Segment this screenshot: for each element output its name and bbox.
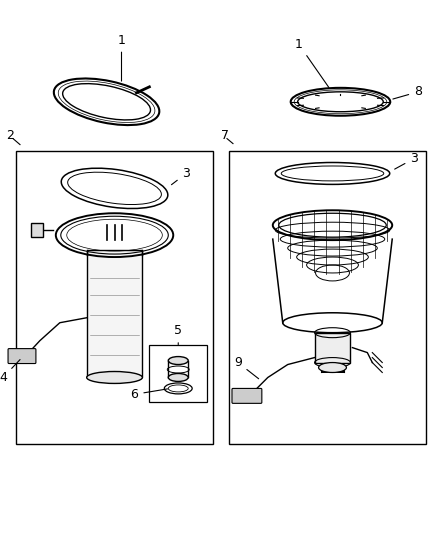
Text: 4: 4: [0, 360, 20, 384]
Bar: [31, 223, 43, 237]
Text: 7: 7: [221, 129, 229, 142]
FancyBboxPatch shape: [8, 349, 36, 364]
Bar: [314, 333, 350, 362]
Text: 1: 1: [295, 37, 329, 87]
Text: 3: 3: [395, 152, 418, 169]
Bar: [229, 150, 426, 444]
Text: 8: 8: [393, 85, 422, 99]
Ellipse shape: [168, 374, 188, 382]
Bar: [149, 345, 207, 402]
Text: 9: 9: [234, 356, 259, 379]
Text: 3: 3: [172, 167, 190, 185]
Bar: [87, 250, 142, 377]
Ellipse shape: [318, 362, 346, 373]
Text: 2: 2: [6, 129, 14, 142]
Bar: [16, 150, 213, 444]
Ellipse shape: [168, 357, 188, 365]
FancyBboxPatch shape: [232, 389, 262, 403]
Text: 1: 1: [117, 34, 125, 81]
Text: 6: 6: [131, 388, 167, 401]
Ellipse shape: [87, 372, 142, 383]
Text: 5: 5: [174, 324, 182, 345]
